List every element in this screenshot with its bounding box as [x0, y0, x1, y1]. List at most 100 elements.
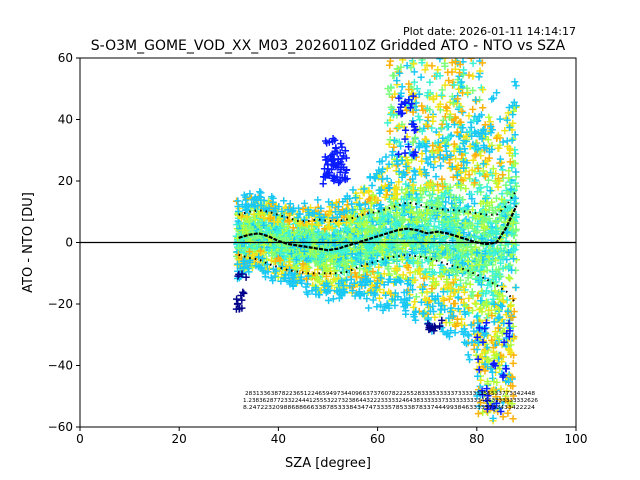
scatter-point	[276, 224, 284, 232]
scatter-point	[482, 319, 491, 327]
scatter-point	[312, 257, 320, 265]
scatter-point	[439, 294, 447, 302]
scatter-point	[448, 59, 456, 67]
scatter-point	[415, 266, 423, 275]
scatter-point	[496, 214, 504, 222]
scatter-point	[362, 248, 370, 257]
scatter-point	[240, 239, 248, 248]
scatter-point	[465, 332, 473, 340]
scatter-point	[391, 289, 399, 297]
scatter-point	[267, 274, 275, 282]
scatter-point	[469, 156, 477, 164]
scatter-point	[464, 202, 472, 210]
scatter-point	[454, 268, 462, 276]
scatter-point	[512, 102, 520, 110]
scatter-point	[330, 275, 338, 283]
scatter-point	[474, 319, 482, 327]
scatter-point	[429, 113, 437, 121]
scatter-point	[426, 153, 434, 161]
scatter-point	[386, 136, 394, 144]
scatter-point	[393, 77, 401, 85]
y-axis-label: ATO - NTO [DU]	[21, 192, 36, 293]
scatter-point	[276, 256, 284, 264]
scatter-point	[441, 81, 449, 89]
scatter-point	[259, 218, 267, 226]
scatter-point	[499, 264, 507, 272]
scatter-point	[410, 167, 418, 175]
scatter-point	[341, 174, 349, 182]
scatter-point	[280, 197, 288, 205]
scatter-point	[509, 392, 517, 400]
scatter-point	[455, 85, 463, 93]
scatter-point	[385, 160, 393, 168]
scatter-point	[386, 61, 394, 69]
scatter-point	[451, 275, 459, 283]
scatter-point	[478, 135, 486, 143]
scatter-point	[491, 273, 499, 281]
scatter-point	[243, 213, 251, 221]
scatter-point	[488, 336, 496, 344]
scatter-point	[351, 194, 360, 202]
scatter-point	[416, 252, 424, 261]
scatter-point	[282, 234, 290, 242]
scatter-point	[471, 299, 479, 307]
scatter-point	[350, 279, 358, 287]
scatter-point	[412, 293, 420, 301]
scatter-point	[502, 396, 510, 404]
scatter-point	[483, 199, 491, 207]
scatter-point	[436, 310, 444, 318]
scatter-point	[415, 90, 423, 98]
scatter-point	[368, 181, 376, 190]
scatter-point	[410, 78, 418, 86]
scatter-point	[485, 113, 493, 121]
scatter-point	[239, 288, 247, 296]
scatter-point	[445, 314, 453, 322]
scatter-point	[415, 198, 423, 206]
scatter-point	[446, 319, 454, 327]
scatter-point	[406, 269, 414, 277]
scatter-point	[466, 127, 474, 136]
scatter-point	[303, 220, 311, 228]
scatter-point	[323, 139, 331, 147]
scatter-point	[488, 204, 496, 212]
scatter-point	[234, 251, 242, 259]
scatter-point	[363, 295, 371, 303]
scatter-point	[358, 210, 366, 218]
scatter-point	[404, 280, 412, 288]
scatter-point	[394, 123, 402, 131]
scatter-point	[478, 354, 486, 362]
scatter-point	[399, 202, 407, 210]
scatter-point	[254, 210, 262, 218]
scatter-point	[455, 205, 463, 213]
scatter-point	[460, 133, 468, 141]
scatter-point	[493, 89, 501, 97]
scatter-point	[445, 159, 454, 167]
scatter-point	[499, 283, 508, 291]
scatter-point	[305, 235, 313, 243]
scatter-point	[405, 191, 413, 199]
scatter-point	[488, 126, 496, 134]
scatter-point	[326, 154, 335, 162]
scatter-point	[395, 138, 403, 146]
scatter-point	[372, 257, 380, 265]
scatter-point	[320, 213, 328, 221]
x-tick-label: 80	[469, 432, 484, 446]
scatter-point	[480, 331, 488, 339]
scatter-point	[333, 287, 341, 295]
scatter-point	[375, 263, 383, 271]
scatter-point	[453, 319, 461, 328]
scatter-point	[405, 294, 414, 302]
scatter-point	[331, 147, 339, 155]
scatter-point	[236, 264, 244, 273]
scatter-point	[418, 157, 426, 165]
scatter-point	[416, 234, 424, 242]
scatter-point	[322, 272, 331, 280]
scatter-point	[419, 285, 427, 293]
scatter-point	[328, 224, 336, 232]
scatter-point	[478, 235, 486, 243]
scatter-point	[473, 248, 481, 256]
scatter-point	[488, 145, 496, 154]
scatter-point	[433, 211, 441, 219]
scatter-point	[459, 124, 467, 132]
scatter-point	[459, 108, 467, 117]
